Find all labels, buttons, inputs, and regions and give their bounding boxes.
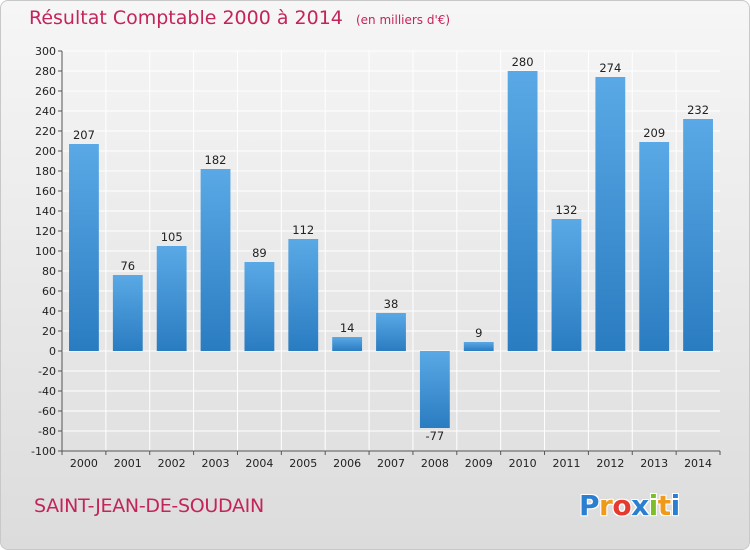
bar-value-label: 207 xyxy=(73,128,95,142)
bar xyxy=(112,275,143,351)
x-tick-label: 2002 xyxy=(158,457,186,470)
bar xyxy=(419,351,450,428)
brand-letter: o xyxy=(612,489,632,522)
y-tick-label: 80 xyxy=(42,265,56,278)
y-tick-label: 240 xyxy=(35,105,56,118)
brand-letter: t xyxy=(657,489,671,522)
x-tick-label: 2004 xyxy=(245,457,273,470)
y-tick-label: -40 xyxy=(38,385,56,398)
y-tick-label: 60 xyxy=(42,285,56,298)
commune-name: SAINT-JEAN-DE-SOUDAIN xyxy=(34,495,264,517)
bar xyxy=(288,239,319,351)
y-tick-label: 160 xyxy=(35,185,56,198)
x-tick-label: 2013 xyxy=(640,457,668,470)
bar-value-label: 9 xyxy=(475,326,482,340)
bar xyxy=(507,71,538,351)
bar-value-label: 76 xyxy=(120,259,135,273)
y-tick-label: -60 xyxy=(38,405,56,418)
x-tick-label: 2000 xyxy=(70,457,98,470)
y-tick-label: 280 xyxy=(35,65,56,78)
y-tick-label: 300 xyxy=(35,45,56,58)
x-tick-label: 2012 xyxy=(596,457,624,470)
y-tick-label: 260 xyxy=(35,85,56,98)
x-tick-label: 2007 xyxy=(377,457,405,470)
y-tick-label: 0 xyxy=(49,345,56,358)
bars-layer xyxy=(69,71,713,428)
bar xyxy=(200,169,231,351)
bar-value-label: 132 xyxy=(555,203,577,217)
brand-letter: i xyxy=(670,489,681,522)
x-tick-label: 2010 xyxy=(509,457,537,470)
y-tick-label: -100 xyxy=(31,445,56,458)
y-tick-label: 140 xyxy=(35,205,56,218)
labels-layer: 207 2000 76 2001 105 2002 182 2003 89 2004 112 2005… xyxy=(70,55,712,470)
brand-letter: i xyxy=(648,489,659,522)
bar xyxy=(551,219,582,351)
title-row: Résultat Comptable 2000 à 2014 (en milli… xyxy=(29,7,450,29)
y-tick-label: 20 xyxy=(42,325,56,338)
chart-title: Résultat Comptable 2000 à 2014 xyxy=(29,7,343,29)
x-tick-label: 2011 xyxy=(552,457,580,470)
y-tick-label: 180 xyxy=(35,165,56,178)
bar-value-label: 209 xyxy=(643,126,665,140)
bar-value-label: 182 xyxy=(205,153,227,167)
bar-value-label: 89 xyxy=(252,246,267,260)
x-tick-label: 2006 xyxy=(333,457,361,470)
y-tick-label: 100 xyxy=(35,245,56,258)
bar xyxy=(639,142,670,351)
bar-value-label: 14 xyxy=(340,321,355,335)
bar xyxy=(595,77,626,351)
bar xyxy=(156,246,187,351)
brand-letter: P xyxy=(579,489,600,522)
x-tick-label: 2008 xyxy=(421,457,449,470)
axis-layer: -100 -80 -60 -40 -20 0 20 40 60 80 100 120 140 160 180… xyxy=(31,45,721,458)
y-tick-label: -80 xyxy=(38,425,56,438)
bar-value-label: -77 xyxy=(425,429,444,443)
x-tick-label: 2009 xyxy=(465,457,493,470)
bar-value-label: 232 xyxy=(687,103,709,117)
y-tick-label: 200 xyxy=(35,145,56,158)
chart-subtitle: (en milliers d'€) xyxy=(355,13,451,27)
bar-value-label: 38 xyxy=(384,297,399,311)
y-tick-label: 220 xyxy=(35,125,56,138)
bar-value-label: 105 xyxy=(161,230,183,244)
x-tick-label: 2001 xyxy=(114,457,142,470)
x-tick-label: 2003 xyxy=(202,457,230,470)
y-tick-label: 40 xyxy=(42,305,56,318)
bar-value-label: 274 xyxy=(599,61,621,75)
bar xyxy=(69,144,99,351)
bar xyxy=(244,262,275,351)
x-tick-label: 2005 xyxy=(289,457,317,470)
bar xyxy=(332,337,363,351)
brand-letter: x xyxy=(631,489,649,522)
x-tick-label: 2014 xyxy=(684,457,712,470)
y-tick-label: -20 xyxy=(38,365,56,378)
bar xyxy=(376,313,406,351)
bar-value-label: 280 xyxy=(512,55,534,69)
brand-logo: Proxiti xyxy=(579,489,680,522)
bar xyxy=(683,119,713,351)
bar xyxy=(463,342,494,351)
brand-letter: r xyxy=(599,489,613,522)
y-tick-label: 120 xyxy=(35,225,56,238)
bar-value-label: 112 xyxy=(292,223,314,237)
